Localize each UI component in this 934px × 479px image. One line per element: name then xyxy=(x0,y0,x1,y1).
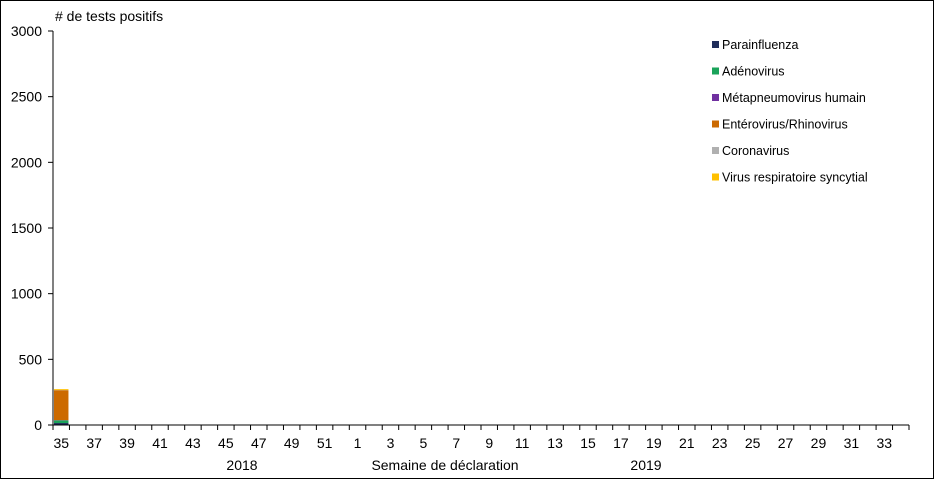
x-tick-label: 9 xyxy=(485,435,493,451)
x-tick-label: 19 xyxy=(646,435,662,451)
y-tick-label: 2000 xyxy=(11,154,42,170)
x-tick-label: 1 xyxy=(354,435,362,451)
bar-35-series-5 xyxy=(54,389,69,391)
bar-35-series-1 xyxy=(54,420,69,424)
y-tick-label: 500 xyxy=(19,351,43,367)
x-tick-label: 21 xyxy=(679,435,695,451)
legend-swatch xyxy=(712,94,719,101)
x-tick-label: 45 xyxy=(218,435,234,451)
y-tick-label: 2500 xyxy=(11,89,42,105)
x-tick-label: 51 xyxy=(317,435,333,451)
legend-label: Coronavirus xyxy=(722,144,789,158)
legend-swatch xyxy=(712,173,719,181)
y-tick-label: 0 xyxy=(34,417,42,433)
y-tick-label: 1500 xyxy=(11,220,42,236)
legend-label: Métapneumovirus humain xyxy=(722,91,866,105)
y-axis-title: # de tests positifs xyxy=(55,8,163,24)
x-tick-label: 33 xyxy=(877,435,893,451)
legend-label: Parainfluenza xyxy=(722,38,798,52)
y-tick-label: 1000 xyxy=(11,286,42,302)
legend-swatch xyxy=(712,147,719,154)
x-tick-label: 15 xyxy=(580,435,596,451)
x-tick-label: 5 xyxy=(419,435,427,451)
legend-label: Entérovirus/Rhinovirus xyxy=(722,118,848,132)
x-tick-label: 29 xyxy=(811,435,827,451)
bar-35-series-3 xyxy=(54,390,69,421)
x-tick-label: 17 xyxy=(613,435,629,451)
x-tick-label: 23 xyxy=(712,435,728,451)
x-tick-label: 49 xyxy=(284,435,300,451)
x-tick-label: 7 xyxy=(452,435,460,451)
legend-swatch xyxy=(712,67,719,75)
x-tick-label: 11 xyxy=(515,435,530,451)
legend-swatch xyxy=(712,120,719,128)
legend-label: Adénovirus xyxy=(722,65,785,79)
year-label-2018: 2018 xyxy=(226,457,257,473)
x-axis-title: Semaine de déclaration xyxy=(371,457,518,473)
year-label-2019: 2019 xyxy=(630,457,661,473)
x-tick-label: 25 xyxy=(745,435,761,451)
x-tick-label: 41 xyxy=(152,435,168,451)
x-tick-label: 13 xyxy=(547,435,563,451)
x-tick-label: 47 xyxy=(251,435,267,451)
x-tick-label: 31 xyxy=(844,435,860,451)
x-tick-label: 35 xyxy=(53,435,69,451)
bar-35-series-0 xyxy=(54,423,69,425)
x-tick-label: 37 xyxy=(86,435,102,451)
x-tick-label: 27 xyxy=(778,435,794,451)
legend-label: Virus respiratoire syncytial xyxy=(722,171,868,185)
x-tick-label: 3 xyxy=(387,435,395,451)
legend-swatch xyxy=(712,41,719,48)
x-tick-label: 43 xyxy=(185,435,201,451)
y-tick-label: 3000 xyxy=(11,23,42,39)
x-tick-label: 39 xyxy=(119,435,135,451)
